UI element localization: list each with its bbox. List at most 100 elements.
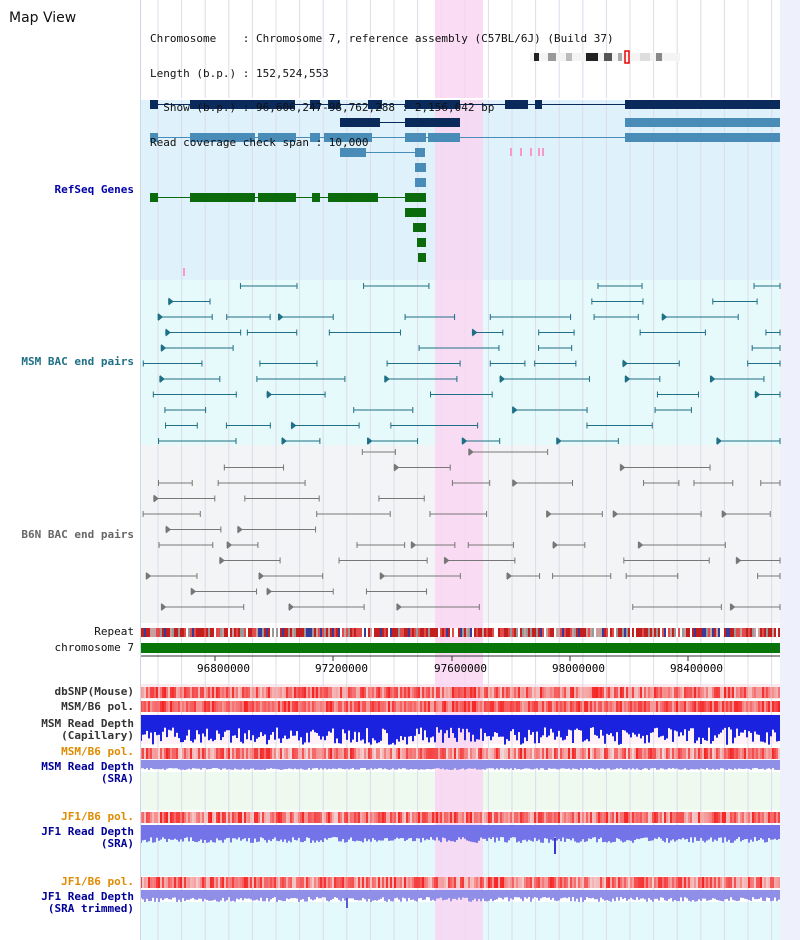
depth-bar: [586, 825, 588, 842]
track-label-msm-pol[interactable]: MSM/B6 pol.: [61, 700, 134, 713]
heat-cell: [180, 877, 182, 888]
depth-bar: [328, 890, 330, 902]
depth-bar: [306, 760, 308, 770]
heat-cell: [170, 687, 172, 698]
depth-bar: [724, 715, 726, 728]
track-label-refseq[interactable]: RefSeq Genes: [54, 183, 134, 196]
heat-cell: [328, 812, 330, 823]
depth-bar: [768, 890, 770, 898]
heat-cell: [590, 812, 592, 823]
heat-cell: [672, 687, 674, 698]
track-label-jf1-pol-2[interactable]: JF1/B6 pol.: [61, 875, 134, 888]
depth-bar: [674, 760, 676, 769]
heat-cell: [750, 877, 752, 888]
repeat-block: [324, 628, 326, 637]
heat-cell: [684, 687, 686, 698]
heat-cell: [284, 701, 286, 712]
depth-bar: [284, 825, 286, 840]
track-label-b6n-bac[interactable]: B6N BAC end pairs: [21, 528, 134, 541]
track-label-msm-depth-sra[interactable]: MSM Read Depth (SRA): [41, 760, 134, 785]
heat-cell: [564, 687, 566, 698]
repeat-block: [514, 628, 516, 637]
depth-bar: [568, 760, 570, 769]
heat-cell: [176, 687, 178, 698]
depth-bar: [184, 760, 186, 770]
heat-cell: [634, 877, 636, 888]
heat-cell: [300, 687, 302, 698]
heat-cell: [172, 748, 174, 759]
bac-end-marker: [291, 421, 297, 430]
depth-bar: [508, 825, 510, 841]
depth-bar: [480, 825, 482, 838]
track-label-msm-bac[interactable]: MSM BAC end pairs: [21, 355, 134, 368]
heat-cell: [696, 748, 698, 759]
depth-bar: [162, 715, 164, 732]
repeat-block: [266, 628, 268, 637]
heat-cell: [200, 812, 202, 823]
gene-exon: [150, 100, 158, 109]
depth-bar: [246, 825, 248, 842]
heat-cell: [306, 687, 308, 698]
depth-bar: [758, 760, 760, 770]
depth-bar: [276, 715, 278, 728]
heat-cell: [478, 812, 480, 823]
bac-end-marker: [506, 572, 512, 580]
track-label-msm-pol-2[interactable]: MSM/B6 pol.: [61, 745, 134, 758]
bac-end-marker: [237, 525, 243, 534]
gene-exon: [312, 193, 320, 202]
depth-bar: [538, 825, 540, 840]
depth-bar: [528, 760, 530, 769]
heat-cell: [478, 877, 480, 888]
track-label-msm-depth-capillary[interactable]: MSM Read Depth (Capillary): [41, 717, 134, 742]
depth-bar: [430, 760, 432, 770]
heat-cell: [182, 877, 184, 888]
heat-cell: [374, 877, 376, 888]
heat-cell: [186, 748, 188, 759]
depth-bar: [550, 715, 552, 729]
heat-cell: [362, 701, 364, 712]
depth-bar: [258, 760, 260, 770]
depth-bar: [614, 760, 616, 770]
heat-cell: [170, 812, 172, 823]
depth-bar: [326, 825, 328, 840]
heat-cell: [286, 812, 288, 823]
heat-cell: [292, 877, 294, 888]
heat-cell: [534, 877, 536, 888]
heat-cell: [266, 748, 268, 759]
heat-cell: [246, 877, 248, 888]
heat-cell: [718, 701, 720, 712]
heat-cell: [294, 877, 296, 888]
depth-bar: [562, 760, 564, 769]
track-label-dbsnp[interactable]: dbSNP(Mouse): [54, 685, 134, 698]
heat-cell: [516, 812, 518, 823]
depth-bar: [184, 825, 186, 839]
track-label-jf1-pol[interactable]: JF1/B6 pol.: [61, 810, 134, 823]
bac-end-marker: [159, 375, 165, 383]
depth-bar: [408, 715, 410, 737]
track-label-jf1-depth-trimmed[interactable]: JF1 Read Depth (SRA trimmed): [41, 890, 134, 915]
heat-cell: [382, 877, 384, 888]
depth-bar: [462, 825, 464, 838]
heat-cell: [776, 877, 778, 888]
heat-cell: [432, 687, 434, 698]
depth-bar: [576, 760, 578, 769]
heat-cell: [240, 812, 242, 823]
heat-cell: [776, 687, 778, 698]
heat-cell: [200, 877, 202, 888]
depth-bar: [308, 715, 310, 743]
depth-bar: [662, 825, 664, 841]
heat-cell: [634, 701, 636, 712]
track-label-jf1-depth-sra[interactable]: JF1 Read Depth (SRA): [41, 825, 134, 850]
heat-cell: [584, 877, 586, 888]
heat-cell: [428, 877, 430, 888]
depth-bar: [706, 890, 708, 901]
heat-cell: [348, 748, 350, 759]
heat-cell: [274, 748, 276, 759]
gene-exon: [415, 148, 425, 157]
bac-end-marker: [622, 359, 628, 368]
heat-cell: [774, 812, 776, 823]
heat-cell: [358, 687, 360, 698]
repeat-block: [424, 628, 426, 637]
depth-bar: [302, 825, 304, 843]
depth-bar: [180, 825, 182, 840]
